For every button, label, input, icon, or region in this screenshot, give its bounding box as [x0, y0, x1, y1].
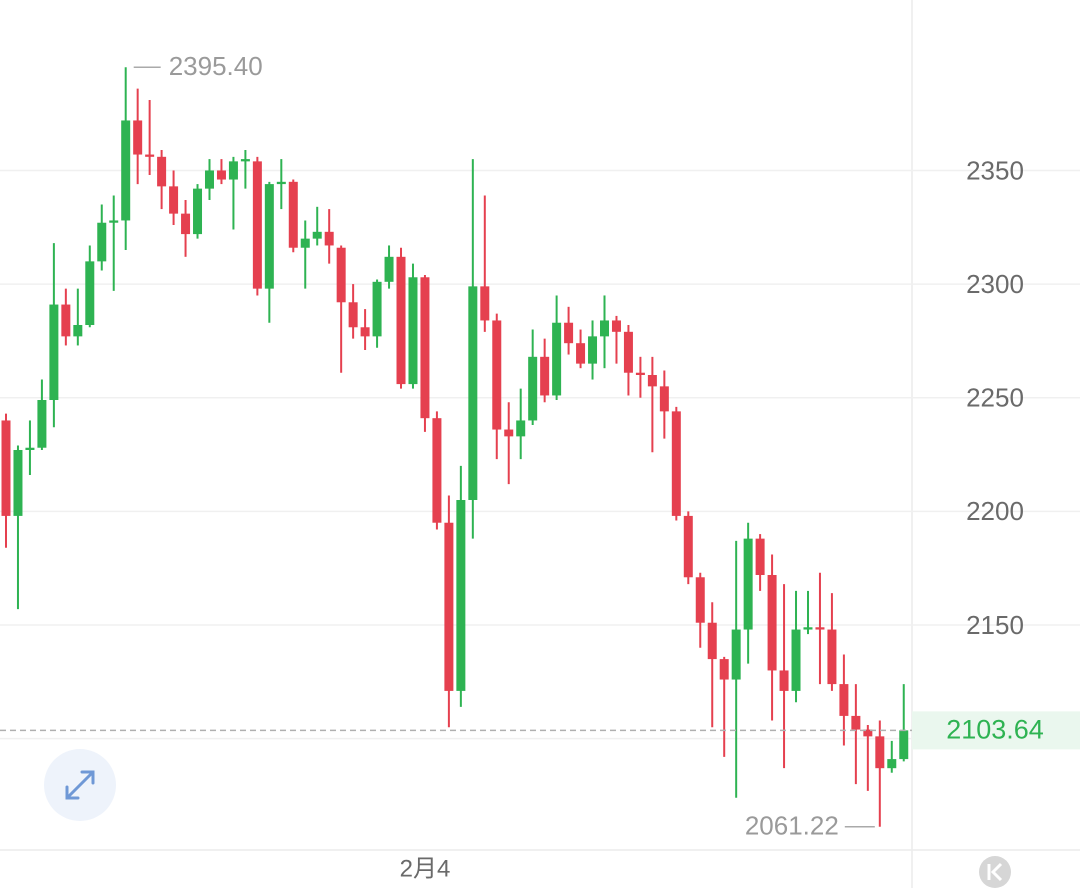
candle-body [420, 277, 430, 419]
candle-body [647, 375, 657, 387]
candle-body [887, 759, 897, 769]
candle-body [13, 450, 23, 516]
candle-body [540, 356, 550, 396]
candle-body [109, 220, 119, 223]
candle-body [288, 181, 298, 248]
candles [1, 67, 909, 827]
candle-body [600, 320, 609, 337]
candle-body [719, 659, 729, 680]
candle-body [240, 159, 250, 162]
candle-body [803, 627, 813, 630]
candle-body [492, 320, 502, 430]
candle-body [204, 170, 214, 189]
candle-body [528, 356, 538, 421]
overlay: 2395.40 2061.22 2103.64 [0, 51, 1080, 841]
candle-body [863, 729, 873, 737]
candle-body [133, 120, 143, 155]
candle-body [228, 161, 238, 180]
candle-body [516, 420, 526, 437]
candle-body [588, 336, 598, 364]
candle-body [791, 629, 801, 691]
candle-body [276, 181, 286, 185]
max-marker-label: 2395.40 [169, 51, 263, 81]
scroll-to-latest-button[interactable] [979, 856, 1011, 888]
candle-body [695, 577, 705, 623]
candle-body [216, 170, 226, 180]
x-tick-label: 2月4 [400, 855, 451, 882]
candle-body [480, 286, 490, 321]
candle-body [372, 281, 382, 337]
candle-body [815, 627, 825, 630]
min-marker-label: 2061.22 [745, 811, 839, 841]
candle-body [49, 304, 59, 400]
candle-body [85, 261, 95, 325]
candle-body [611, 320, 621, 332]
candle-body [384, 256, 394, 282]
candle-body [671, 411, 681, 516]
candle-body [635, 372, 645, 375]
candle-body [121, 120, 131, 221]
y-tick-label: 2200 [966, 496, 1024, 526]
candle-body [97, 222, 107, 262]
candle-body [1, 420, 11, 516]
last-price-box [912, 711, 1080, 750]
candle-body [755, 538, 765, 575]
candle-body [456, 500, 466, 691]
candle-body [157, 156, 167, 187]
candle-body [444, 522, 454, 691]
candle-body [767, 575, 777, 671]
candle-body [564, 322, 574, 344]
y-tick-label: 2300 [966, 269, 1024, 299]
candle-body [37, 400, 47, 448]
candle-body [336, 247, 346, 303]
candle-body [324, 231, 334, 246]
candle-body [432, 418, 442, 523]
candle-body [707, 622, 717, 660]
candle-body [468, 286, 478, 500]
candle-body [61, 304, 71, 337]
grid: 2100215022002250230023502月4 [0, 155, 1080, 882]
last-price-label: 2103.64 [946, 714, 1044, 744]
candle-body [408, 277, 418, 385]
candle-body [743, 538, 753, 630]
candle-body [25, 447, 35, 450]
candle-body [396, 256, 406, 385]
candle-body [683, 515, 693, 578]
candle-body [181, 213, 191, 235]
candle-body [360, 327, 370, 337]
candle-body [312, 231, 322, 239]
candle-body [899, 730, 909, 760]
y-tick-label: 2150 [966, 610, 1024, 640]
candle-body [348, 302, 358, 328]
candle-body [839, 684, 849, 716]
expand-button[interactable] [44, 749, 116, 821]
y-tick-label: 2350 [966, 155, 1024, 185]
candle-body [731, 629, 741, 680]
candle-body [552, 322, 562, 396]
candle-body [623, 331, 633, 373]
candle-body [659, 386, 669, 412]
candle-body [576, 343, 586, 364]
y-tick-label: 2250 [966, 383, 1024, 413]
candle-body [851, 715, 861, 730]
candle-body [875, 736, 885, 769]
candle-body [252, 161, 262, 289]
candle-body [300, 238, 310, 248]
candle-body [827, 629, 837, 685]
candle-body [145, 154, 155, 157]
candle-body [264, 184, 274, 289]
candle-body [169, 186, 179, 214]
candle-body [73, 325, 83, 337]
candle-body [779, 670, 789, 691]
candle-body [193, 188, 203, 235]
candle-body [504, 429, 514, 437]
